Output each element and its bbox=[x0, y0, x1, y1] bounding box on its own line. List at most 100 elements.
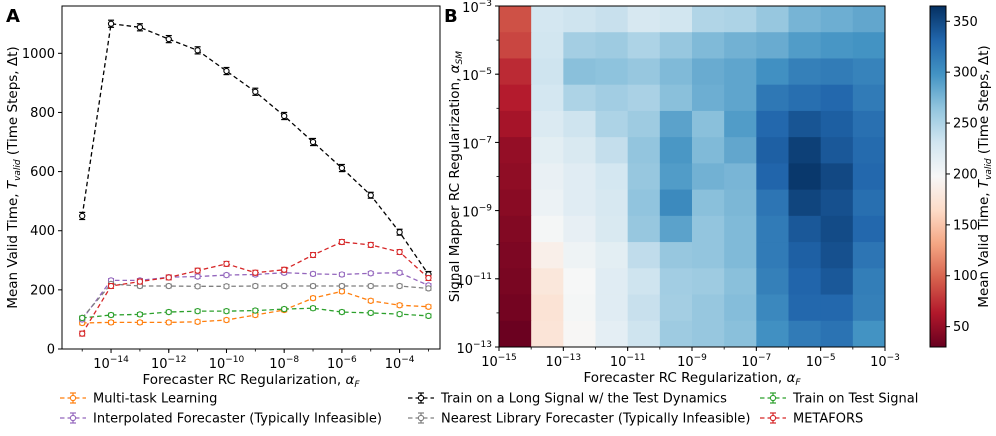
heatmap-cell bbox=[756, 32, 789, 59]
heatmap-cell bbox=[531, 294, 564, 322]
x-tick-label: 10−9 bbox=[677, 353, 707, 370]
heatmap-cell bbox=[756, 268, 789, 296]
heatmap-cell bbox=[724, 110, 757, 138]
heatmap-cell bbox=[563, 215, 596, 243]
heatmap-cell bbox=[595, 215, 629, 243]
data-point bbox=[252, 282, 259, 290]
data-point bbox=[309, 294, 317, 302]
panel-b-heatmap: 10−15 10−13 10−11 10−9 10−7 10−5 10−310−310−51… bbox=[447, 0, 900, 388]
data-point bbox=[309, 270, 317, 278]
heatmap-cell bbox=[659, 110, 693, 138]
legend-item: METAFORS bbox=[760, 412, 863, 427]
data-point bbox=[194, 308, 201, 315]
data-point bbox=[136, 278, 144, 285]
heatmap-cell bbox=[788, 242, 822, 269]
legend-label: Multi-task Learning bbox=[93, 392, 217, 407]
colorbar-label: Mean Valid Time, Tvalid (Time Steps, Δt) bbox=[976, 45, 994, 307]
heatmap-cell bbox=[659, 137, 693, 164]
heatmap-cell bbox=[531, 137, 564, 164]
data-point bbox=[367, 191, 374, 199]
heatmap-cell bbox=[756, 215, 789, 243]
data-point bbox=[281, 111, 288, 121]
data-point bbox=[107, 19, 115, 28]
heatmap-cell bbox=[820, 242, 854, 269]
heatmap-cell bbox=[499, 137, 532, 164]
heatmap-cell bbox=[692, 110, 725, 138]
data-point bbox=[396, 248, 403, 256]
data-point bbox=[165, 282, 172, 290]
panel-a-line-chart: 0 200 400 600 800 1000 10−14 10−12 10−10 10−8 10−6… bbox=[5, 5, 441, 390]
y-tick-label: 600 bbox=[30, 165, 55, 180]
heatmap-cell bbox=[563, 163, 596, 191]
heatmap-cell bbox=[595, 58, 629, 86]
heatmap-cell bbox=[627, 294, 661, 322]
heatmap-cell bbox=[852, 189, 886, 217]
heatmap-cell bbox=[627, 110, 661, 138]
legend-item: Train on a Long Signal w/ the Test Dynam… bbox=[408, 392, 727, 407]
heatmap-cell bbox=[820, 58, 854, 86]
heatmap-cell bbox=[531, 189, 564, 217]
heatmap-cell bbox=[659, 189, 693, 217]
heatmap-cell bbox=[788, 84, 822, 112]
y-axis-label-a: Mean Valid Time, Tvalid (Time Steps, Δt) bbox=[5, 46, 23, 308]
heatmap-cell bbox=[531, 110, 564, 138]
heatmap-cell bbox=[852, 294, 886, 322]
data-point bbox=[194, 267, 201, 274]
data-point bbox=[367, 309, 374, 317]
heatmap-cell bbox=[788, 110, 822, 138]
data-point bbox=[79, 330, 86, 337]
heatmap-cell bbox=[692, 294, 725, 322]
heatmap-cell bbox=[531, 268, 564, 296]
heatmap-cell bbox=[756, 84, 789, 112]
colorbar-tick-label: 50 bbox=[953, 320, 970, 335]
heatmap-cell bbox=[692, 242, 725, 269]
y-tick-label: 1000 bbox=[22, 47, 55, 62]
heatmap-cell bbox=[788, 6, 822, 33]
heatmap-cell bbox=[499, 215, 532, 243]
heatmap-cell bbox=[820, 163, 854, 191]
data-point bbox=[79, 211, 86, 221]
y-tick-label: 0 bbox=[47, 343, 55, 358]
heatmap-cell bbox=[563, 6, 596, 33]
y-axis-label-b: Signal Mapper RC Regularization, αSM bbox=[447, 51, 465, 302]
data-point bbox=[338, 163, 346, 173]
data-point bbox=[79, 314, 86, 322]
y-tick-label: 10−7 bbox=[462, 135, 492, 152]
data-point bbox=[396, 302, 403, 309]
heatmap-cell bbox=[627, 84, 661, 112]
heatmap-cell bbox=[692, 268, 725, 296]
legend-item: Train on Test Signal bbox=[760, 392, 918, 407]
data-point bbox=[281, 282, 288, 290]
series-4 bbox=[79, 305, 432, 322]
x-axis-label-a: Forecaster RC Regularization, αF bbox=[142, 372, 360, 390]
heatmap-cell bbox=[756, 163, 789, 191]
heatmap-cell bbox=[531, 84, 564, 112]
heatmap-cell bbox=[724, 189, 757, 217]
data-point bbox=[165, 319, 172, 326]
heatmap-cell bbox=[499, 294, 532, 322]
data-point bbox=[223, 316, 230, 324]
heatmap-cell bbox=[756, 189, 789, 217]
heatmap-cell bbox=[499, 110, 532, 138]
colorbar-tick-label: 250 bbox=[953, 117, 978, 132]
data-point bbox=[107, 311, 115, 319]
heatmap-cell bbox=[756, 242, 789, 269]
data-point bbox=[136, 23, 144, 32]
heatmap-cell bbox=[788, 32, 822, 59]
heatmap-cell bbox=[659, 163, 693, 191]
heatmap-cell bbox=[788, 137, 822, 164]
heatmap-cell bbox=[756, 6, 789, 33]
x-tick-label: 10−11 bbox=[610, 353, 646, 370]
heatmap-cell bbox=[852, 215, 886, 243]
colorbar-tick-label: 150 bbox=[953, 218, 978, 233]
x-tick-label: 10−6 bbox=[327, 355, 357, 372]
heatmap-cell bbox=[659, 294, 693, 322]
heatmap-cell bbox=[627, 189, 661, 217]
data-point bbox=[309, 305, 317, 312]
data-point bbox=[165, 308, 172, 316]
heatmap-cell bbox=[692, 6, 725, 33]
data-point bbox=[252, 87, 259, 96]
data-point bbox=[136, 311, 144, 318]
heatmap-cell bbox=[724, 215, 757, 243]
heatmap-cell bbox=[595, 320, 629, 348]
